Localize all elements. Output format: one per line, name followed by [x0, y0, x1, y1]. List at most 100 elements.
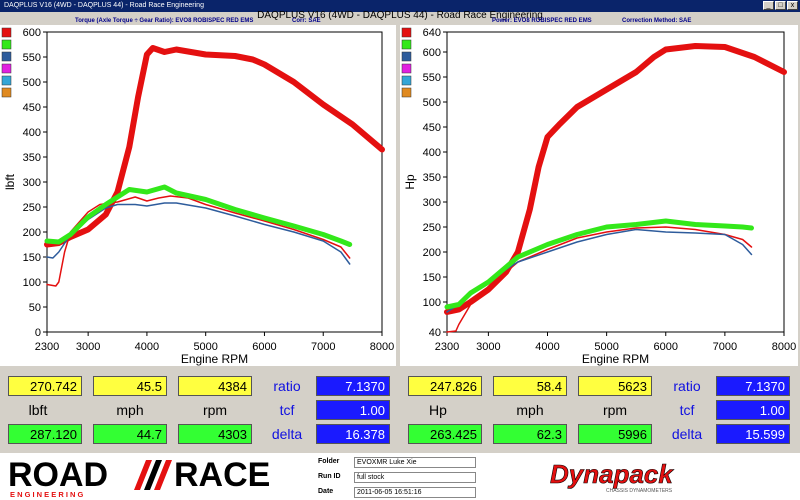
y-tick-label: 450	[423, 122, 441, 134]
runid-value: full stock	[354, 472, 476, 483]
legend-swatch-cyan	[401, 75, 412, 86]
x-tick-label: 6000	[654, 341, 678, 353]
rpm-value-2: 5996	[578, 424, 652, 444]
logo-tagline: E N G I N E E R I N G	[10, 490, 84, 498]
unit-label-rpm: rpm	[202, 402, 228, 418]
dynapack-logo: Dynapack CHASSIS DYNAMOMETERS	[550, 459, 675, 494]
rpm-value-1: 5623	[578, 376, 652, 396]
delta-label: delta	[271, 426, 303, 442]
y-tick-label: 350	[23, 152, 41, 164]
legend-swatch-magenta	[401, 63, 412, 74]
x-tick-label: 8000	[772, 341, 796, 353]
power-chart: 40 100 150 200 250 300 350 400 450 500 550 600 640 23…	[401, 27, 796, 366]
left-readout-panel: 270.742 45.5 4384 lbft mph rpm 287.120 4…	[0, 368, 396, 450]
delta-value: 15.599	[716, 424, 790, 444]
footer: ROAD RACE E N G I N E E R I N G Folder E…	[0, 453, 800, 500]
y-tick-label: 350	[423, 172, 441, 184]
y-tick-label: 400	[23, 127, 41, 139]
legend-swatch-orange	[1, 87, 12, 98]
x-tick-label: 7000	[311, 341, 335, 353]
folder-value: EVOXMR Luke Xie	[354, 457, 476, 468]
logo-slash-icon	[154, 460, 172, 490]
y-tick-label: 550	[423, 72, 441, 84]
right-chart-correction: Correction Method: SAE	[622, 18, 692, 24]
y-tick-label: 600	[423, 47, 441, 59]
delta-value: 16.378	[316, 424, 390, 444]
legend-swatch-green	[401, 39, 412, 50]
y-axis-label: lbft	[3, 173, 17, 190]
legend-swatch-blue	[401, 51, 412, 62]
unit-label-hp: Hp	[429, 402, 447, 418]
y-tick-label: 100	[423, 297, 441, 309]
date-value: 2011-06-05 16:51:16	[354, 487, 476, 498]
y-tick-label: 450	[23, 102, 41, 114]
plot-frame	[46, 31, 383, 333]
date-label: Date	[318, 488, 334, 495]
rpm-value-1: 4384	[178, 376, 252, 396]
y-tick-label: 500	[423, 97, 441, 109]
y-tick-label: 150	[423, 272, 441, 284]
speed-value-2: 62.3	[493, 424, 567, 444]
ratio-label: ratio	[273, 378, 301, 394]
window-controls: _ □ x	[763, 1, 798, 10]
logo-word-road: ROAD	[8, 456, 108, 494]
runid-label: Run ID	[318, 473, 341, 480]
x-axis-label: Engine RPM	[181, 352, 248, 366]
series-line-1	[446, 226, 753, 333]
rpm-value-2: 4303	[178, 424, 252, 444]
tcf-label: tcf	[279, 402, 295, 418]
x-tick-label: 3000	[76, 341, 100, 353]
road-race-logo: ROAD RACE E N G I N E E R I N G	[8, 456, 270, 498]
legend-swatch-green	[1, 39, 12, 50]
y-tick-label: 250	[423, 222, 441, 234]
y-tick-label: 550	[23, 52, 41, 64]
power-value-2: 263.425	[408, 424, 482, 444]
x-tick-label: 7000	[713, 341, 737, 353]
legend-swatch-blue	[1, 51, 12, 62]
y-tick-label: 600	[23, 27, 41, 39]
folder-label: Folder	[318, 458, 340, 465]
y-tick-label: 100	[23, 277, 41, 289]
maximize-button[interactable]: □	[775, 1, 786, 10]
legend-swatch-magenta	[1, 63, 12, 74]
delta-label: delta	[671, 426, 703, 442]
tcf-label: tcf	[679, 402, 695, 418]
x-tick-label: 3000	[476, 341, 500, 353]
series-line-3	[44, 184, 353, 247]
right-readout-panel: 247.826 58.4 5623 Hp mph rpm 263.425 62.…	[400, 368, 798, 450]
x-tick-label: 8000	[370, 341, 394, 353]
right-chart-subtitle: Power: EVO8 ROBISPEC RED EMS	[492, 18, 592, 24]
series-line-3	[444, 218, 754, 310]
speed-value-1: 45.5	[93, 376, 167, 396]
legend-swatch-orange	[401, 87, 412, 98]
logo-word-race: RACE	[174, 456, 270, 494]
legend-swatch-red	[1, 27, 12, 38]
series-line-2	[446, 228, 753, 313]
x-tick-label: 4000	[135, 341, 159, 353]
y-tick-label: 40	[429, 327, 441, 339]
ratio-label: ratio	[673, 378, 701, 394]
y-tick-label: 300	[423, 197, 441, 209]
x-tick-label: 4000	[535, 341, 559, 353]
dynapack-tagline: CHASSIS DYNAMOMETERS	[606, 488, 673, 494]
y-tick-label: 50	[29, 302, 41, 314]
x-tick-label: 5000	[594, 341, 618, 353]
page-title: DAQPLUS V16 (4WD - DAQPLUS 44) - Road Ra…	[257, 10, 543, 21]
left-chart-correction: Corr: SAE	[292, 18, 321, 24]
torque-chart: 0 50 100 150 200 250 300 350 400 450 500 550 600 2300…	[1, 27, 394, 366]
y-tick-label: 250	[23, 202, 41, 214]
window-title: DAQPLUS V16 (4WD - DAQPLUS 44) - Road Ra…	[4, 2, 204, 9]
y-tick-label: 640	[423, 27, 441, 39]
tcf-value: 1.00	[716, 400, 790, 420]
close-button[interactable]: x	[787, 1, 798, 10]
series-line-0	[44, 45, 385, 248]
y-axis-label: Hp	[403, 174, 417, 190]
y-tick-label: 0	[35, 327, 41, 339]
power-value-1: 247.826	[408, 376, 482, 396]
legend-swatch-red	[401, 27, 412, 38]
legend-swatch-cyan	[1, 75, 12, 86]
x-tick-label: 2300	[35, 341, 59, 353]
y-tick-label: 500	[23, 77, 41, 89]
x-tick-label: 6000	[252, 341, 276, 353]
minimize-button[interactable]: _	[763, 1, 774, 10]
